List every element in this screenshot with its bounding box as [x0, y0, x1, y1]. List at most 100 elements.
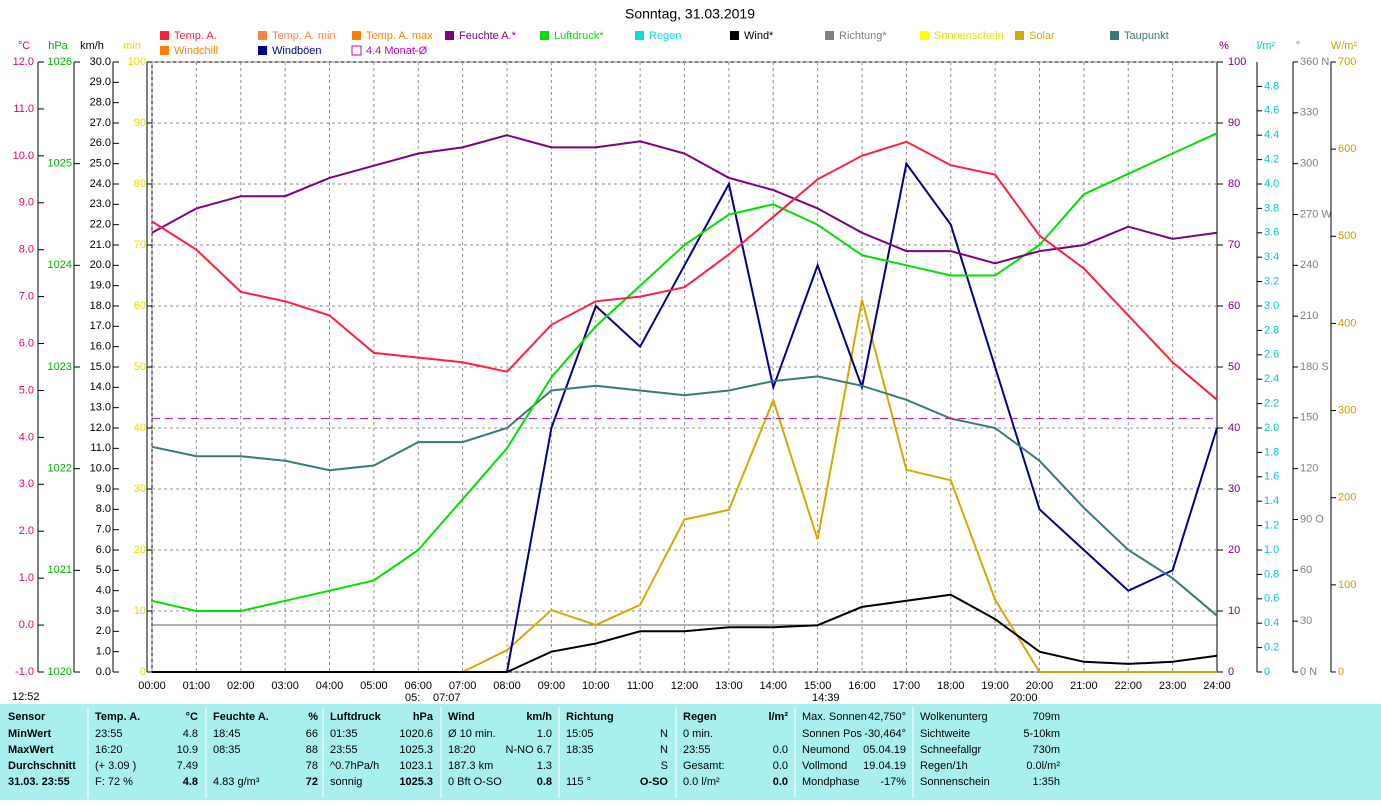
cell-label: 08:35 [213, 744, 241, 756]
cell-value: 0.0 [773, 760, 788, 772]
axis-unit: % [1219, 40, 1229, 52]
legend-label: Windböen [272, 45, 322, 57]
row-label: MaxWert [8, 744, 54, 756]
cell-label: 18:35 [566, 744, 594, 756]
cell-label: Mondphase [802, 776, 860, 788]
cell-label: 4.83 g/m³ [213, 776, 260, 788]
y-tick-label: 1.6 [1264, 471, 1279, 483]
y-tick-label: 11.0 [13, 103, 34, 115]
y-tick-label: 8.0 [96, 503, 111, 515]
x-tick-label: 06:00 [404, 680, 432, 692]
y-tick-label: 10 [1228, 605, 1240, 617]
y-tick-label: 4.2 [1264, 154, 1279, 166]
cell-value: 1:35h [1032, 776, 1060, 788]
legend-label: Temp. A. max [366, 30, 433, 42]
legend-swatch [445, 31, 454, 40]
x-tick-label: 02:00 [227, 680, 255, 692]
y-tick-label: 80 [134, 178, 146, 190]
cell-value: -30,464° [864, 728, 906, 740]
legend-label: Sonnenschein [934, 30, 1004, 42]
y-tick-label: 18.0 [90, 300, 111, 312]
cell-value: 5-10km [1023, 728, 1060, 740]
y-tick-label: 700 [1338, 56, 1356, 68]
column-unit: hPa [413, 711, 434, 723]
panel-corner: Sensor [8, 711, 46, 723]
axis-unit: hPa [48, 40, 68, 52]
cell-label: 18:45 [213, 728, 241, 740]
legend-swatch [258, 31, 267, 40]
y-tick-label: 20 [134, 544, 146, 556]
y-tick-label: 210 [1300, 310, 1318, 322]
cell-value: 19.04.19 [863, 760, 906, 772]
x-tick-label: 03:00 [271, 680, 299, 692]
row-label: MinWert [8, 728, 52, 740]
row-label: 31.03. 23:55 [8, 776, 70, 788]
y-tick-label: 3.4 [1264, 251, 1279, 263]
cell-value: 72 [306, 776, 318, 788]
y-tick-label: 70 [1228, 239, 1240, 251]
x-tick-label: 22:00 [1114, 680, 1142, 692]
legend-label: Luftdruck* [554, 30, 604, 42]
cell-label: 0 min. [683, 728, 713, 740]
y-tick-label: 13.0 [90, 402, 111, 414]
cell-value: 78 [306, 760, 318, 772]
legend-swatch [1110, 31, 1119, 40]
y-tick-label: 2.8 [1264, 324, 1279, 336]
y-tick-label: 8.0 [19, 244, 34, 256]
y-tick-label: 1024 [48, 259, 72, 271]
axis-unit: l/m² [1257, 40, 1276, 52]
x-tick-label: 09:00 [538, 680, 566, 692]
y-tick-label: 1025 [48, 158, 72, 170]
y-tick-label: 90 O [1300, 513, 1324, 525]
y-tick-label: 90 [1228, 117, 1240, 129]
cell-value: 0.0 [773, 744, 788, 756]
y-tick-label: 10.0 [90, 463, 111, 475]
cell-label: 23:55 [330, 744, 358, 756]
cell-label: 16:20 [95, 744, 123, 756]
cell-value: 4.8 [183, 776, 198, 788]
x-tick-label: 05:00 [360, 680, 388, 692]
y-tick-label: 2.0 [19, 525, 34, 537]
legend-label: Richtung* [839, 30, 887, 42]
y-tick-label: 20 [1228, 544, 1240, 556]
column-title: Temp. A. [95, 711, 140, 723]
y-tick-label: 0.0 [19, 619, 34, 631]
x-tick-label: 13:00 [715, 680, 743, 692]
chart-title: Sonntag, 31.03.2019 [625, 6, 755, 22]
y-tick-label: 180 S [1300, 361, 1329, 373]
y-tick-label: 120 [1300, 463, 1318, 475]
legend-swatch [920, 31, 929, 40]
y-tick-label: 4.8 [1264, 80, 1279, 92]
y-tick-label: 0.0 [96, 666, 111, 678]
cell-value: 709m [1032, 711, 1060, 723]
y-tick-label: 3.0 [96, 605, 111, 617]
legend-label: Taupunkt [1124, 30, 1169, 42]
y-tick-label: 19.0 [90, 280, 111, 292]
y-tick-label: 500 [1338, 230, 1356, 242]
column-title: Richtung [566, 711, 614, 723]
y-tick-label: 5.0 [19, 384, 34, 396]
legend-swatch [635, 31, 644, 40]
y-tick-label: 17.0 [90, 320, 111, 332]
y-tick-label: 70 [134, 239, 146, 251]
cell-label: ^0.7hPa/h [330, 760, 379, 772]
y-tick-label: 26.0 [90, 137, 111, 149]
y-tick-label: 60 [1300, 564, 1312, 576]
cell-value: 730m [1032, 744, 1060, 756]
cell-value: -17% [880, 776, 906, 788]
x-tick-label: 11:00 [627, 680, 654, 692]
y-tick-label: 50 [134, 361, 146, 373]
legend-swatch [160, 31, 169, 40]
x-tick-label: 15:00 [804, 680, 832, 692]
y-tick-label: 30.0 [90, 56, 111, 68]
y-tick-label: 40 [134, 422, 146, 434]
cell-label: Gesamt: [683, 760, 725, 772]
cell-value: 88 [306, 744, 318, 756]
cell-label: (+ 3.09 ) [95, 760, 136, 772]
cell-value: N [660, 744, 668, 756]
y-tick-label: 3.6 [1264, 227, 1279, 239]
y-tick-label: 4.0 [19, 431, 34, 443]
x-tick-label: 16:00 [848, 680, 876, 692]
y-tick-label: 16.0 [90, 341, 111, 353]
